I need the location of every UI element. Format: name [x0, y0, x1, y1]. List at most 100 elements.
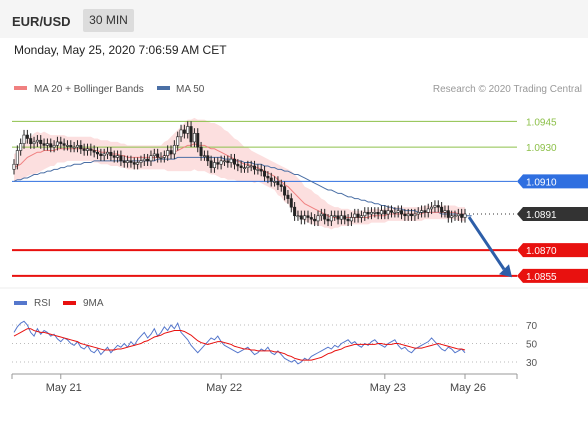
candle — [346, 214, 350, 227]
candle — [79, 140, 83, 154]
candle — [126, 155, 130, 168]
candle — [25, 129, 29, 144]
candle — [289, 193, 293, 213]
timeframe-button[interactable]: 30 MIN — [83, 9, 134, 32]
candle — [216, 157, 220, 170]
candle — [22, 129, 26, 149]
rsi-ma9-line — [13, 328, 466, 361]
top-bar: EUR/USD 30 MIN — [0, 0, 588, 38]
candle — [212, 157, 216, 173]
candle — [460, 208, 464, 223]
candle — [186, 121, 190, 139]
level-tag-1.0855: 1.0855 — [517, 268, 588, 283]
candle — [85, 143, 89, 156]
level-label-1.0930: 1.0930 — [526, 143, 557, 154]
candle — [309, 212, 313, 225]
candle — [12, 159, 16, 175]
candle — [456, 208, 460, 221]
candle — [169, 145, 173, 160]
candle — [99, 148, 103, 161]
candle — [129, 155, 133, 168]
candle — [159, 152, 163, 163]
candle — [363, 207, 367, 221]
rsi-tick-50: 50 — [526, 340, 538, 351]
forecast-arrow — [467, 216, 506, 271]
candle — [276, 176, 280, 190]
legend-swatch-ma20 — [14, 86, 27, 90]
candle — [303, 210, 307, 225]
candle — [49, 138, 53, 153]
candle — [192, 128, 196, 148]
candle — [376, 207, 380, 220]
candle — [89, 143, 93, 156]
level-label-1.0855: 1.0855 — [526, 272, 557, 283]
candle — [349, 212, 353, 227]
candle — [246, 160, 250, 173]
level-tag-1.0870: 1.0870 — [517, 243, 588, 258]
candle — [146, 153, 150, 166]
candle — [106, 147, 110, 160]
candle — [259, 164, 263, 177]
candle — [156, 148, 160, 163]
candle — [293, 202, 297, 221]
legend-swatch-ma50 — [157, 86, 170, 90]
level-tag-1.0910: 1.0910 — [517, 174, 588, 189]
candle — [400, 205, 404, 220]
candle — [266, 171, 270, 184]
candle — [453, 210, 457, 221]
candle — [119, 150, 123, 166]
candle — [72, 141, 76, 153]
candle — [142, 153, 146, 166]
candle — [253, 160, 257, 175]
candle — [239, 160, 243, 173]
candle — [229, 153, 233, 168]
candle — [403, 208, 407, 221]
candle — [206, 150, 210, 166]
candle — [176, 131, 180, 151]
candle — [353, 208, 357, 223]
legend-rsi: RSI — [34, 298, 51, 309]
candle — [420, 205, 424, 218]
candle — [436, 200, 440, 213]
candle — [273, 176, 277, 187]
candle — [269, 172, 273, 187]
candle — [286, 190, 290, 204]
candle — [383, 205, 387, 220]
rsi-line — [13, 320, 466, 365]
candle — [426, 203, 430, 218]
bollinger-band — [14, 117, 465, 230]
candle — [249, 160, 253, 172]
candle — [329, 210, 333, 227]
candle — [390, 205, 394, 218]
legend-ma20: MA 20 + Bollinger Bands — [34, 84, 144, 95]
rsi-tick-30: 30 — [526, 358, 538, 369]
candle — [132, 157, 136, 170]
candle — [59, 136, 63, 149]
candle — [279, 179, 283, 192]
candle — [410, 208, 414, 221]
candle — [152, 148, 156, 161]
candle — [32, 136, 36, 149]
candle — [172, 140, 176, 160]
x-tick-label: May 22 — [206, 382, 242, 394]
candle — [82, 143, 86, 156]
candle — [55, 136, 59, 151]
candle — [443, 205, 447, 218]
candle — [323, 208, 327, 225]
candle — [112, 150, 116, 163]
candle — [199, 141, 203, 161]
candle — [463, 208, 467, 223]
candle — [209, 155, 213, 173]
candle — [263, 165, 267, 182]
candle — [373, 207, 377, 218]
candle — [69, 140, 73, 153]
legend-swatch-rsi — [14, 301, 27, 305]
candle — [343, 210, 347, 225]
level-label-1.0945: 1.0945 — [526, 117, 557, 128]
candle — [299, 210, 303, 225]
candle — [42, 138, 46, 151]
candle — [96, 147, 100, 160]
candle — [116, 150, 120, 163]
candle — [222, 155, 226, 166]
